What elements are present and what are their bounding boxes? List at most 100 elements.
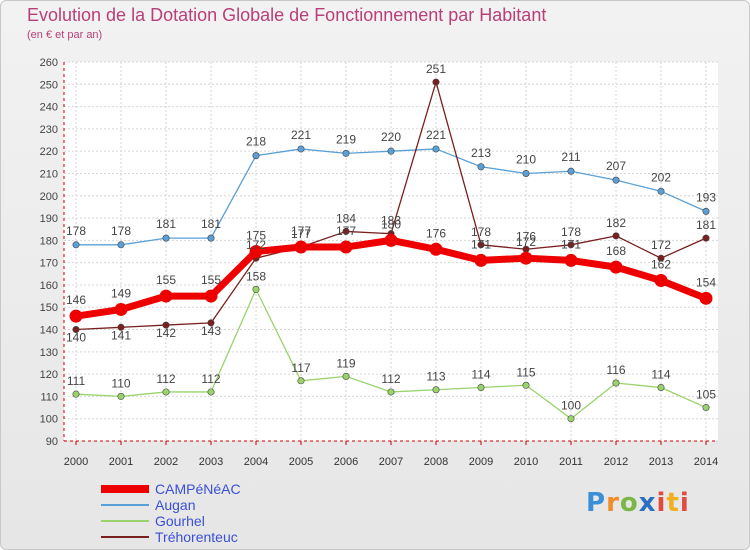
data-label: 105 xyxy=(696,388,716,402)
data-point xyxy=(249,245,263,258)
data-label: 193 xyxy=(696,190,716,204)
y-tick-label: 180 xyxy=(40,235,58,247)
legend-label: Tréhorenteuc xyxy=(155,529,238,545)
x-tick-label: 2007 xyxy=(379,456,403,468)
y-tick-label: 170 xyxy=(40,258,58,270)
data-label: 172 xyxy=(516,235,536,249)
proxiti-logo: Proxiti xyxy=(586,488,690,518)
data-point xyxy=(519,251,533,265)
data-label: 177 xyxy=(291,227,311,241)
data-point xyxy=(72,390,80,398)
data-label: 183 xyxy=(381,214,401,228)
data-point xyxy=(567,241,575,249)
data-label: 171 xyxy=(561,237,581,251)
data-point xyxy=(474,253,488,267)
data-label: 155 xyxy=(201,273,221,287)
data-point xyxy=(117,241,125,249)
data-point xyxy=(702,404,710,412)
y-tick-label: 240 xyxy=(40,102,58,114)
x-tick-label: 2013 xyxy=(649,456,673,468)
data-label: 181 xyxy=(201,217,221,231)
data-label: 177 xyxy=(336,224,356,238)
data-point xyxy=(114,302,128,316)
data-label: 119 xyxy=(336,356,355,370)
data-point xyxy=(522,169,530,177)
logo-letter: o xyxy=(619,488,639,518)
data-point xyxy=(162,388,170,396)
y-tick-label: 190 xyxy=(40,213,58,225)
data-point xyxy=(429,242,443,256)
data-label: 112 xyxy=(381,372,400,386)
data-point xyxy=(252,285,260,293)
x-tick-label: 2005 xyxy=(289,456,313,468)
data-label: 202 xyxy=(651,170,671,184)
logo-letter: i xyxy=(656,488,667,518)
data-label: 100 xyxy=(561,399,581,413)
data-point xyxy=(702,207,710,215)
y-tick-label: 140 xyxy=(40,325,58,337)
data-point xyxy=(297,145,305,153)
data-label: 182 xyxy=(606,216,626,230)
data-label: 213 xyxy=(471,146,491,160)
data-point xyxy=(612,232,620,240)
data-point xyxy=(657,254,665,262)
data-point xyxy=(117,323,125,331)
data-point xyxy=(432,386,440,394)
axes: 90 100 110 120 130 140 150 160 170 180 190 200 210 22… xyxy=(40,57,719,468)
legend-label: Gourhel xyxy=(155,513,205,529)
grid xyxy=(64,61,718,442)
data-point xyxy=(609,260,623,274)
data-point xyxy=(72,326,80,334)
y-tick-label: 100 xyxy=(40,414,58,426)
data-label: 111 xyxy=(67,374,86,388)
data-label: 180 xyxy=(381,217,401,231)
data-label: 221 xyxy=(291,128,311,142)
data-point xyxy=(204,289,218,303)
y-tick-label: 250 xyxy=(40,79,58,91)
y-tick-label: 200 xyxy=(40,191,58,203)
data-label: 112 xyxy=(201,372,220,386)
y-tick-label: 210 xyxy=(40,168,58,180)
data-label: 178 xyxy=(66,224,86,238)
y-tick-label: 120 xyxy=(40,369,58,381)
y-tick-label: 160 xyxy=(40,280,58,292)
data-label: 117 xyxy=(291,361,310,375)
data-label: 154 xyxy=(696,275,716,289)
data-point xyxy=(207,234,215,242)
data-label: 158 xyxy=(246,269,266,283)
data-label: 207 xyxy=(606,159,626,173)
y-tick-label: 130 xyxy=(40,347,58,359)
x-tick-label: 2009 xyxy=(469,456,493,468)
data-labels: 178 178 181 181 218 221 219 220 221 213 210 211 207 2… xyxy=(66,62,716,413)
data-point xyxy=(207,319,215,327)
data-label: 181 xyxy=(696,218,716,232)
x-tick-label: 2001 xyxy=(109,456,133,468)
data-label: 176 xyxy=(426,226,446,240)
data-point xyxy=(159,289,173,303)
y-tick-label: 90 xyxy=(46,436,58,448)
data-point xyxy=(162,321,170,329)
data-label: 177 xyxy=(291,224,311,238)
data-label: 211 xyxy=(561,150,580,164)
data-point xyxy=(657,187,665,195)
x-tick-label: 2014 xyxy=(694,456,718,468)
data-point xyxy=(162,234,170,242)
data-label: 178 xyxy=(111,224,131,238)
data-point xyxy=(477,163,485,171)
logo-letter: r xyxy=(606,488,620,518)
data-label: 112 xyxy=(156,372,175,386)
data-point xyxy=(477,241,485,249)
data-label: 168 xyxy=(606,244,626,258)
data-point xyxy=(384,233,398,247)
data-point xyxy=(654,273,668,287)
data-label: 113 xyxy=(426,370,445,384)
data-label: 116 xyxy=(606,363,625,377)
series xyxy=(69,78,713,423)
x-tick-label: 2010 xyxy=(514,456,538,468)
data-label: 184 xyxy=(336,211,356,225)
data-point xyxy=(387,147,395,155)
data-point xyxy=(657,383,665,391)
